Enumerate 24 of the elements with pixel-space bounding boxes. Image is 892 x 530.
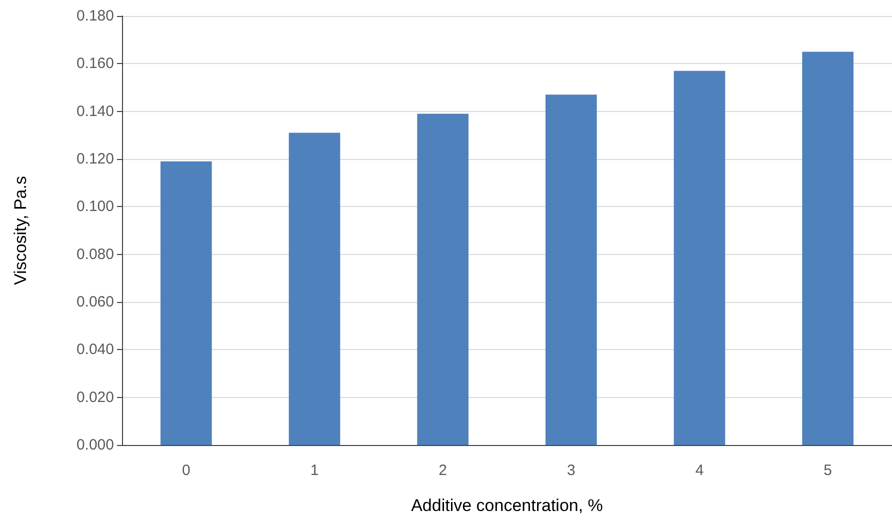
- y-axis-title: Viscosity, Pa.s: [11, 176, 30, 285]
- bar: [417, 114, 468, 445]
- y-tick-label: 0.100: [76, 198, 114, 216]
- y-tick-label: 0.000: [76, 436, 114, 454]
- bar: [288, 132, 340, 445]
- x-tick-label: 2: [438, 462, 448, 479]
- y-tick-label: 0.180: [76, 8, 114, 24]
- y-tick-label: 0.060: [76, 294, 114, 310]
- x-tick-label: 3: [566, 462, 576, 479]
- y-tick-label: 0.160: [76, 55, 114, 72]
- y-tick-label: 0.120: [76, 150, 114, 168]
- bar: [674, 70, 726, 445]
- y-tick-label: 0.040: [76, 341, 114, 358]
- x-tick-label: 4: [695, 462, 704, 479]
- y-tick-label: 0.080: [76, 246, 114, 263]
- y-tick-label: 0.140: [76, 102, 114, 120]
- x-tick-label: 0: [182, 462, 190, 479]
- x-tick-label: 1: [310, 462, 319, 479]
- bar: [546, 94, 597, 445]
- y-tick-label: 0.020: [76, 388, 114, 406]
- bar: [802, 52, 854, 445]
- bar: [160, 161, 212, 445]
- x-axis-title: Additive concentration, %: [411, 496, 603, 515]
- x-tick-label: 5: [824, 462, 832, 479]
